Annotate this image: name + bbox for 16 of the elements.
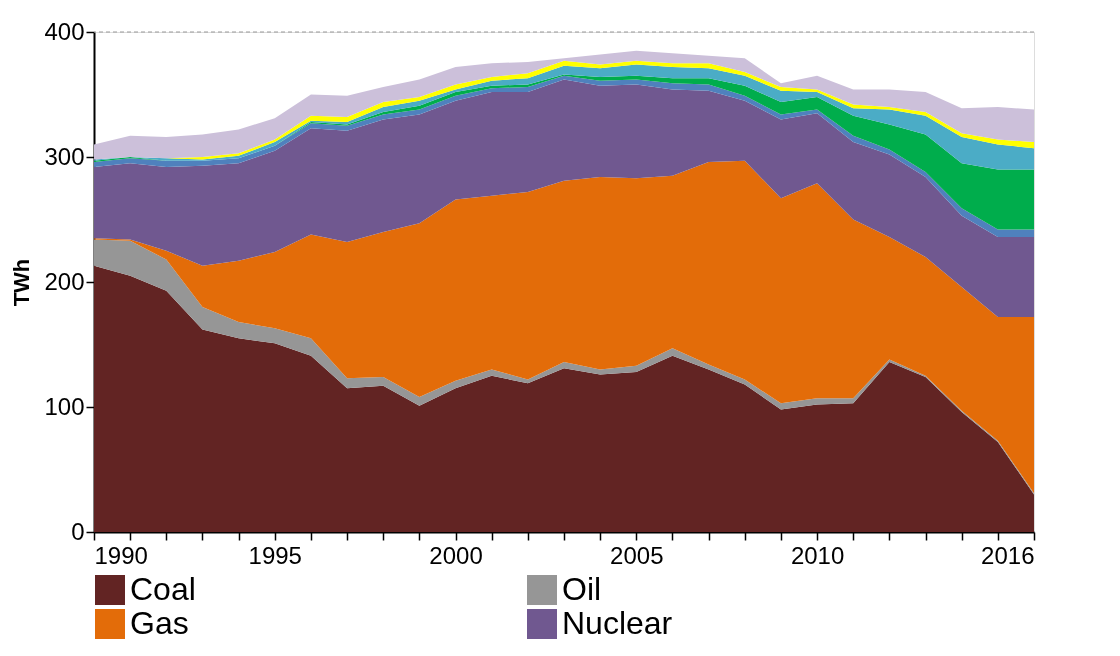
y-tick-label: 200 bbox=[44, 267, 85, 295]
legend-label: Nuclear bbox=[562, 605, 673, 641]
y-tick-label: 400 bbox=[44, 17, 85, 45]
legend-label: Gas bbox=[130, 605, 189, 641]
x-tick-label: 2010 bbox=[790, 541, 845, 569]
x-tick-label: 2000 bbox=[429, 541, 483, 569]
y-tick-label: 300 bbox=[44, 142, 85, 170]
x-tick-label: 2016 bbox=[981, 541, 1035, 569]
x-tick-label: 2005 bbox=[610, 541, 664, 569]
y-tick-label: 0 bbox=[71, 517, 85, 545]
x-tick-label: 1990 bbox=[94, 541, 148, 569]
legend-label: Oil bbox=[562, 571, 602, 607]
y-axis-title: TWh bbox=[9, 258, 35, 307]
x-tick-label: 1995 bbox=[248, 541, 302, 569]
y-tick-label: 100 bbox=[44, 392, 85, 420]
legend-label: Coal bbox=[130, 571, 196, 607]
